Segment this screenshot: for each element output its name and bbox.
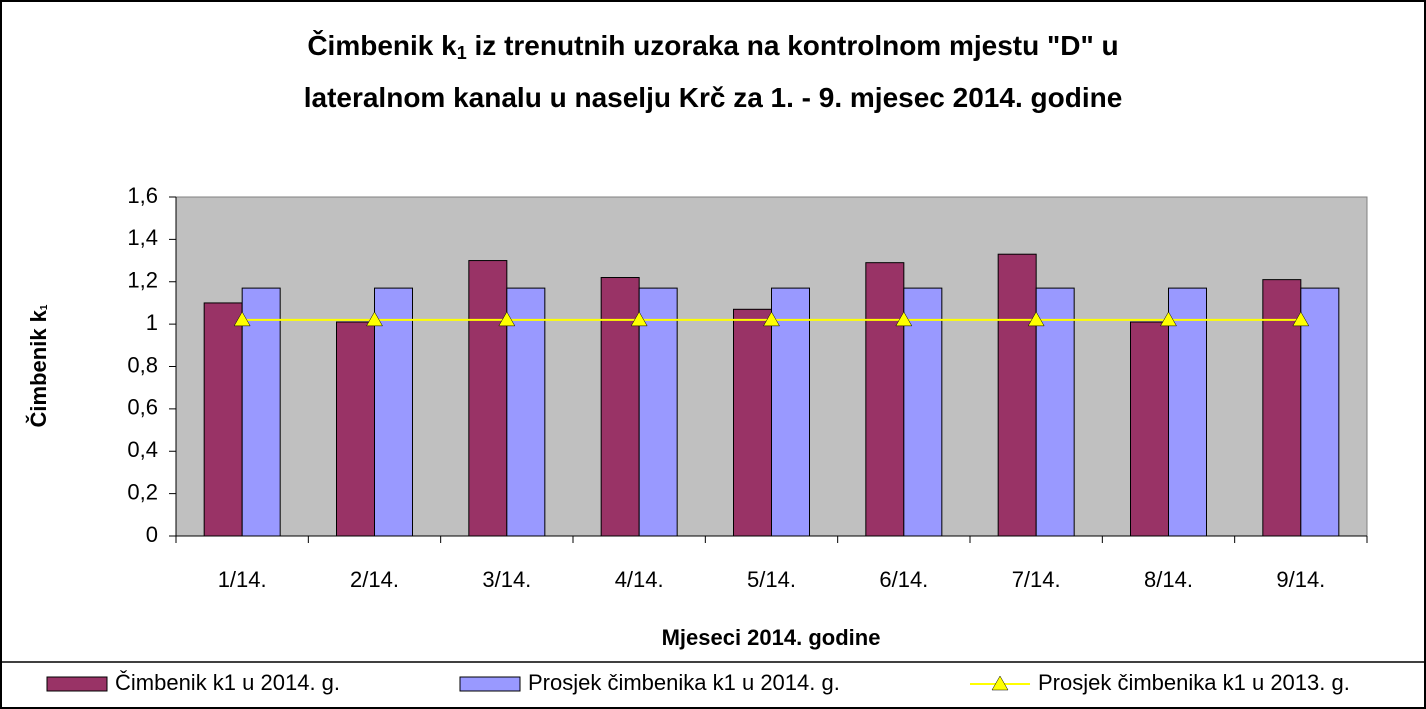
title-subscript: 1 bbox=[457, 43, 467, 63]
legend-swatch bbox=[46, 676, 108, 692]
y-label-part: Čimbenik k bbox=[26, 309, 51, 427]
bar bbox=[733, 308, 772, 537]
legend-label: Čimbenik k1 u 2014. g. bbox=[115, 670, 340, 695]
y-tick-label: 1,4 bbox=[127, 225, 158, 250]
title-part: iz trenutnih uzoraka na kontrolnom mjest… bbox=[467, 30, 1119, 61]
y-tick-label: 0,2 bbox=[127, 479, 158, 504]
line-marker bbox=[1027, 311, 1045, 327]
bar bbox=[1130, 321, 1169, 537]
chart-title: lateralnom kanalu u naselju Krč za 1. - … bbox=[304, 82, 1123, 113]
y-tick-label: 0,8 bbox=[127, 352, 158, 377]
bar bbox=[1262, 279, 1302, 537]
line-marker bbox=[366, 311, 383, 327]
legend-label: Prosjek čimbenika k1 u 2013. g. bbox=[1038, 670, 1350, 695]
line-marker bbox=[630, 311, 648, 327]
x-tick-label: 3/14. bbox=[482, 567, 531, 592]
bar bbox=[997, 253, 1037, 537]
line-marker bbox=[1160, 311, 1177, 327]
bar bbox=[903, 287, 943, 537]
bar bbox=[638, 287, 678, 537]
bar bbox=[203, 302, 243, 537]
bar bbox=[600, 277, 640, 537]
x-tick-label: 1/14. bbox=[218, 567, 267, 592]
x-axis-label: Mjeseci 2014. godine bbox=[662, 625, 881, 650]
y-label-subscript: 1 bbox=[39, 304, 50, 310]
chart-title: Čimbenik k1 iz trenutnih uzoraka na kont… bbox=[307, 29, 1118, 62]
x-tick-label: 8/14. bbox=[1144, 567, 1193, 592]
title-part: Čimbenik k bbox=[307, 29, 457, 61]
bar bbox=[1168, 287, 1207, 537]
x-tick-label: 4/14. bbox=[615, 567, 664, 592]
x-tick-label: 9/14. bbox=[1276, 567, 1325, 592]
x-tick-label: 2/14. bbox=[350, 567, 399, 592]
bar bbox=[468, 260, 508, 537]
legend-swatch bbox=[459, 676, 521, 692]
bar bbox=[241, 287, 281, 537]
line-marker bbox=[895, 311, 913, 327]
bar bbox=[1035, 287, 1075, 537]
x-tick-label: 7/14. bbox=[1012, 567, 1061, 592]
y-tick-label: 0 bbox=[146, 522, 158, 547]
line-marker bbox=[763, 311, 780, 327]
line-marker bbox=[233, 311, 251, 327]
line-marker bbox=[1292, 311, 1310, 327]
bar bbox=[865, 262, 905, 537]
y-tick-label: 1,2 bbox=[127, 268, 158, 293]
y-tick-label: 0,4 bbox=[127, 437, 158, 462]
legend-marker bbox=[991, 675, 1009, 691]
y-axis-label: Čimbenik k1 bbox=[26, 304, 51, 427]
y-tick-label: 1 bbox=[146, 310, 158, 335]
bar bbox=[374, 287, 413, 537]
bar bbox=[1300, 287, 1340, 537]
bar bbox=[506, 287, 546, 537]
legend-label: Prosjek čimbenika k1 u 2014. g. bbox=[528, 670, 840, 695]
line-marker bbox=[498, 311, 516, 327]
y-tick-label: 1,6 bbox=[127, 183, 158, 208]
bar bbox=[771, 287, 810, 537]
title-part: lateralnom kanalu u naselju Krč za 1. - … bbox=[304, 82, 1123, 113]
y-tick-label: 0,6 bbox=[127, 395, 158, 420]
x-tick-label: 5/14. bbox=[747, 567, 796, 592]
x-tick-label: 6/14. bbox=[879, 567, 928, 592]
bar bbox=[336, 321, 375, 537]
